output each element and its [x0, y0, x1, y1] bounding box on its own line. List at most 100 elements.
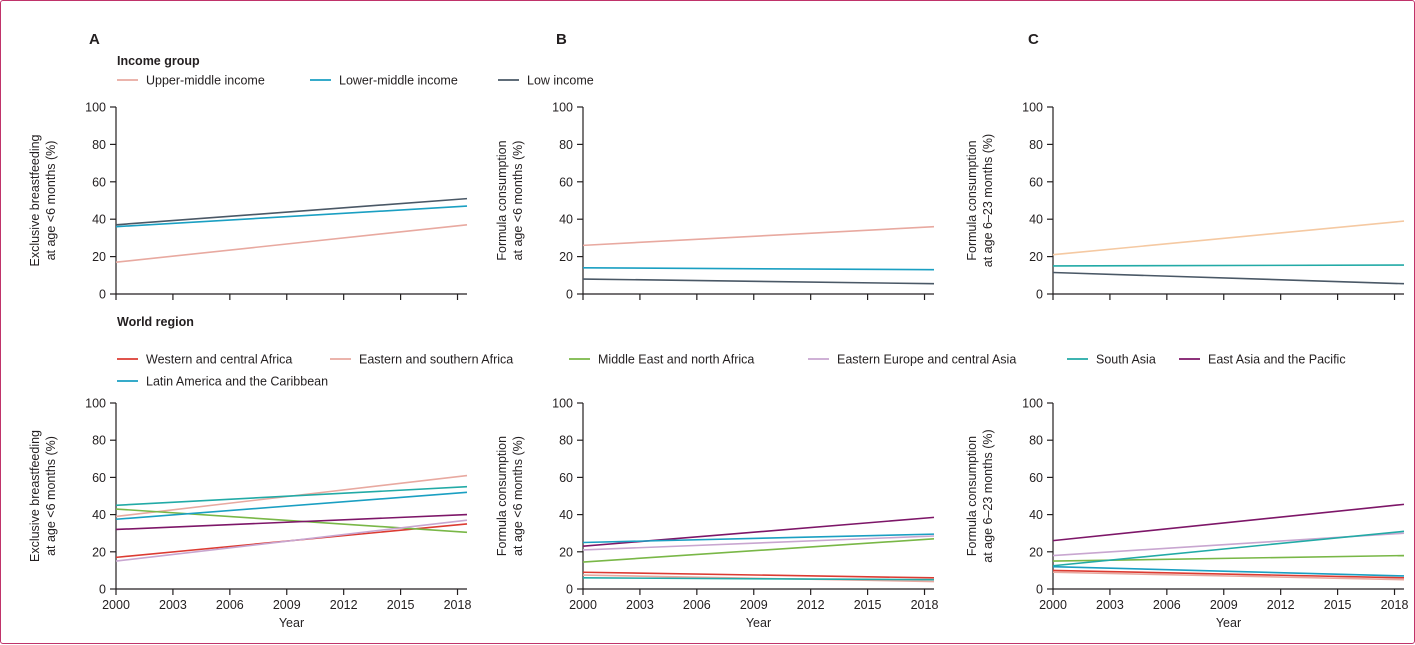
panel-letter-a: A: [89, 31, 100, 48]
y-tick-label: 80: [1029, 138, 1043, 152]
y-tick-label: 60: [559, 471, 573, 485]
y-tick-label: 0: [566, 288, 573, 302]
y-tick-label: 60: [559, 175, 573, 189]
y-tick-label: 40: [559, 213, 573, 227]
series-line: [115, 205, 468, 228]
y-tick-label: 60: [92, 175, 106, 189]
y-tick-label: 60: [1029, 175, 1043, 189]
x-tick-label: 2006: [216, 598, 244, 612]
x-tick-label: 2009: [1210, 598, 1238, 612]
y-tick-label: 0: [99, 583, 106, 597]
series-line: [115, 491, 468, 521]
y-axis-label-line1: Formula consumption: [495, 140, 509, 260]
y-tick-label: 20: [559, 250, 573, 264]
y-tick-label: 0: [1036, 583, 1043, 597]
y-tick-label: 80: [559, 434, 573, 448]
legend-label: Eastern and southern Africa: [359, 353, 513, 367]
series-line: [1052, 264, 1405, 267]
chart-c-income: 0 20 40 60 80 100 Formula consumption at age 6–…: [965, 101, 1405, 302]
series-line: [582, 225, 935, 247]
y-tick-label: 0: [1036, 288, 1043, 302]
legend-item-region-1: Eastern and southern Africa: [330, 353, 513, 367]
y-tick-label: 40: [92, 213, 106, 227]
x-tick-label: 2012: [1267, 598, 1295, 612]
legend-item-region-0: Western and central Africa: [117, 353, 292, 367]
y-tick-label: 100: [552, 101, 573, 115]
y-tick-label: 80: [92, 138, 106, 152]
x-tick-label: 2003: [159, 598, 187, 612]
y-tick-label: 100: [552, 397, 573, 411]
y-tick-label: 100: [85, 397, 106, 411]
series-line: [115, 197, 468, 226]
series-line: [1052, 503, 1405, 542]
x-tick-label: 2012: [330, 598, 358, 612]
legend-item-region-5: East Asia and the Pacific: [1179, 353, 1346, 367]
x-tick-label: 2012: [797, 598, 825, 612]
series-line: [582, 571, 935, 579]
y-axis-label-line2: at age 6–23 months (%): [981, 429, 995, 562]
x-tick-label: 2015: [1324, 598, 1352, 612]
y-tick-label: 40: [559, 508, 573, 522]
y-tick-label: 20: [92, 545, 106, 559]
x-tick-label: 2018: [1381, 598, 1409, 612]
series-line: [1052, 271, 1405, 285]
x-tick-label: 2015: [854, 598, 882, 612]
y-axis-label-line2: at age <6 months (%): [44, 436, 58, 556]
y-tick-label: 20: [559, 545, 573, 559]
series-line: [1052, 571, 1405, 581]
chart-a-income: 0 20 40 60 80 100 Exclusive breastfeeding at ag…: [28, 101, 468, 302]
legend-label: Upper-middle income: [146, 74, 265, 88]
x-tick-label: 2003: [626, 598, 654, 612]
legend-label: Lower-middle income: [339, 74, 458, 88]
y-tick-label: 40: [1029, 213, 1043, 227]
x-tick-label: 2015: [387, 598, 415, 612]
series-line: [1052, 530, 1405, 567]
legend-item-region-6: Latin America and the Caribbean: [117, 375, 328, 389]
legend-item-income-1: Lower-middle income: [310, 74, 458, 88]
series-line: [115, 485, 468, 507]
chart-a-region: 0 20 40 60 80 100 2000 2003 2006 2009 2012 2015 2018…: [28, 397, 471, 631]
income-legend-title: Income group: [117, 54, 200, 68]
series-line: [582, 278, 935, 285]
panel-letter-b: B: [556, 31, 567, 48]
y-tick-label: 60: [1029, 471, 1043, 485]
series-line: [1052, 220, 1405, 256]
legend-label: East Asia and the Pacific: [1208, 353, 1346, 367]
y-axis-label-line1: Exclusive breastfeeding: [28, 134, 42, 266]
y-axis-label-line1: Exclusive breastfeeding: [28, 430, 42, 562]
series-line: [115, 224, 468, 264]
x-tick-label: 2006: [1153, 598, 1181, 612]
legend-item-income-0: Upper-middle income: [117, 74, 265, 88]
chart-b-region: 0 20 40 60 80 100 2000 2003 2006 2009 2012 2015 2018…: [495, 397, 938, 631]
legend-item-income-2: Low income: [498, 74, 594, 88]
y-tick-label: 20: [92, 250, 106, 264]
y-axis-label-line1: Formula consumption: [965, 140, 979, 260]
series-line: [115, 508, 468, 534]
legend-item-region-3: Eastern Europe and central Asia: [808, 353, 1016, 367]
legend-item-region-2: Middle East and north Africa: [569, 353, 754, 367]
series-line: [582, 533, 935, 544]
legend-item-region-4: South Asia: [1067, 353, 1156, 367]
y-tick-label: 80: [92, 434, 106, 448]
y-tick-label: 40: [92, 508, 106, 522]
series-line: [1052, 565, 1405, 577]
x-tick-label: 2003: [1096, 598, 1124, 612]
y-axis-label-line2: at age <6 months (%): [44, 141, 58, 261]
legend-label: Latin America and the Caribbean: [146, 375, 328, 389]
legend-label: Eastern Europe and central Asia: [837, 353, 1016, 367]
y-tick-label: 80: [559, 138, 573, 152]
y-tick-label: 0: [566, 583, 573, 597]
series-line: [582, 267, 935, 271]
y-axis-label-line1: Formula consumption: [495, 436, 509, 556]
x-tick-label: 2009: [273, 598, 301, 612]
series-line: [115, 519, 468, 562]
y-axis-label-line2: at age 6–23 months (%): [981, 134, 995, 267]
legend-label: South Asia: [1096, 353, 1156, 367]
y-tick-label: 20: [1029, 250, 1043, 264]
x-tick-label: 2000: [102, 598, 130, 612]
legend-label: Middle East and north Africa: [598, 353, 754, 367]
y-tick-label: 20: [1029, 545, 1043, 559]
y-axis-label-line2: at age <6 months (%): [511, 436, 525, 556]
